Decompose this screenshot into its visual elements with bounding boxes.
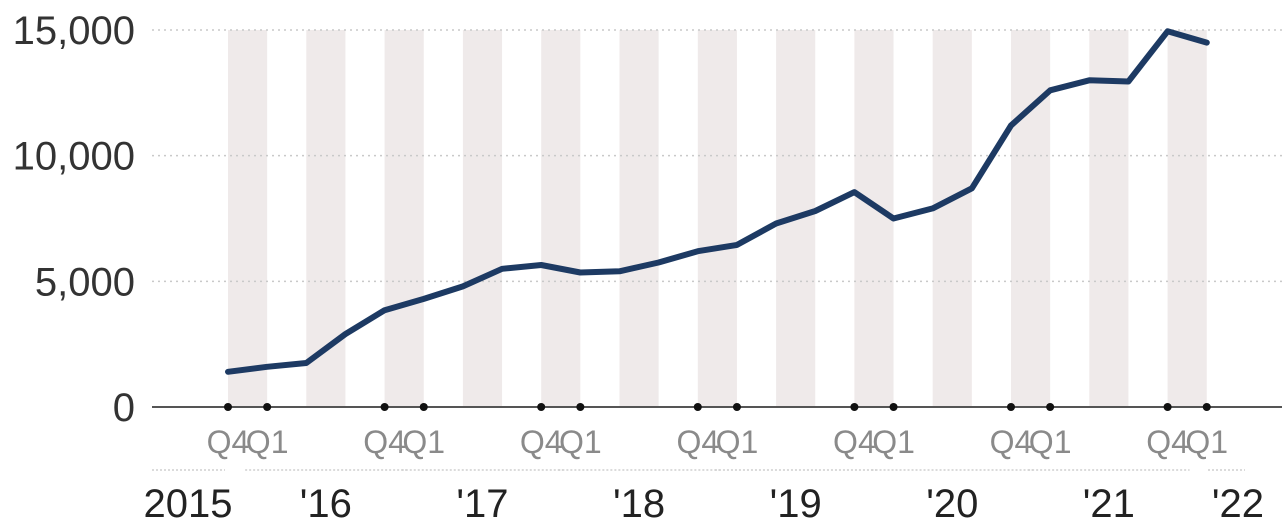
x-year-label: '18 [613, 482, 665, 525]
x-tick-dot [889, 403, 898, 411]
x-quarter-label: Q4 [1146, 424, 1189, 460]
quarter-band [541, 30, 581, 407]
x-tick-dot [263, 403, 272, 411]
x-quarter-label: Q4 [520, 424, 563, 460]
x-year-label: 2015 [144, 482, 233, 525]
quarter-band [697, 30, 737, 407]
quarter-band [854, 30, 894, 407]
quarter-band [932, 30, 972, 407]
x-quarter-label: Q4 [833, 424, 876, 460]
y-tick-label: 0 [113, 386, 135, 430]
quarter-band [228, 30, 268, 407]
quarter-band [462, 30, 503, 407]
x-year-label: '16 [300, 482, 352, 525]
x-tick-dot [1046, 403, 1055, 411]
x-year-label: '17 [456, 482, 508, 525]
x-tick-dot [850, 403, 859, 411]
quarter-band [306, 30, 346, 407]
x-quarter-label: Q4 [363, 424, 406, 460]
x-year-label: '20 [926, 482, 978, 525]
x-quarter-label: Q1 [872, 424, 915, 460]
x-quarter-label: Q1 [716, 424, 759, 460]
x-tick-dot [693, 403, 702, 411]
x-quarter-label: Q1 [246, 424, 289, 460]
quarter-band [384, 30, 424, 407]
x-tick-dot [1007, 403, 1015, 411]
x-tick-dot [537, 403, 546, 411]
quarter-band [619, 30, 659, 407]
x-quarter-label: Q4 [990, 424, 1033, 460]
series-line [225, 28, 1210, 375]
x-tick-dot [732, 403, 741, 411]
x-tick-dot [224, 403, 232, 411]
x-tick-dot [1163, 403, 1172, 411]
x-tick-dot [380, 403, 389, 411]
x-quarter-label: Q1 [1185, 424, 1228, 460]
x-quarter-label: Q1 [1029, 424, 1072, 460]
y-tick-label: 15,000 [13, 9, 135, 53]
y-tick-label: 10,000 [13, 135, 135, 179]
quarter-band [1011, 30, 1051, 407]
x-year-label: '19 [770, 482, 822, 525]
x-year-label: '21 [1083, 482, 1135, 525]
x-quarter-label: Q1 [559, 424, 602, 460]
y-tick-label: 5,000 [35, 260, 135, 304]
x-tick-dot [1202, 403, 1211, 411]
x-quarter-label: Q1 [402, 424, 445, 460]
x-year-label: '22 [1212, 482, 1264, 525]
x-quarter-label: Q4 [207, 424, 250, 460]
x-quarter-label: Q4 [676, 424, 719, 460]
quarter-band [1167, 30, 1207, 407]
quarter-band [1089, 30, 1129, 407]
x-tick-dot [576, 403, 585, 411]
x-tick-dot [419, 403, 428, 411]
